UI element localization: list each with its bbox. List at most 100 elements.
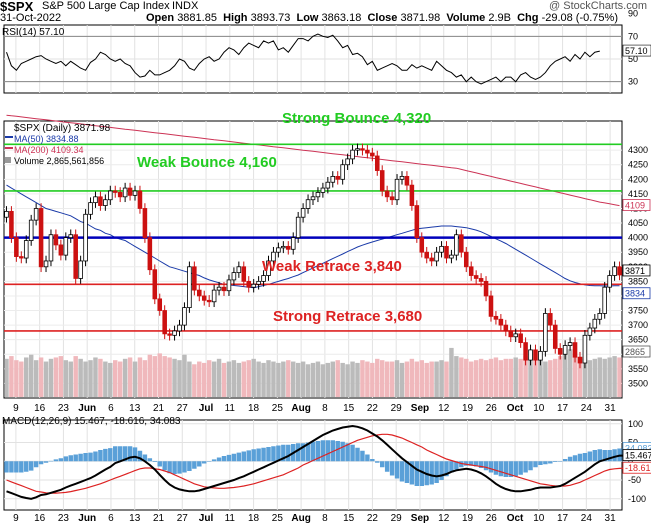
macd-x-tick-label: Oct xyxy=(507,513,524,524)
volume-bar xyxy=(113,360,118,397)
macd-x-tick-label: 22 xyxy=(367,513,379,524)
level-label: Weak Retrace 3,840 xyxy=(262,258,402,275)
candle-body xyxy=(9,210,14,239)
volume-bar xyxy=(226,361,232,397)
candle-body xyxy=(142,208,148,239)
macd-histogram-bar xyxy=(315,441,321,462)
volume-bar xyxy=(488,358,494,397)
candle-body xyxy=(567,342,573,346)
macd-histogram-bar xyxy=(577,453,583,462)
volume-bar xyxy=(58,356,64,397)
macd-histogram-bar xyxy=(345,443,350,462)
candle-body xyxy=(355,148,360,151)
macd-histogram-bar xyxy=(498,461,504,477)
candle-body xyxy=(468,266,474,276)
macd-histogram-bar xyxy=(167,461,172,474)
volume-bar xyxy=(281,361,286,397)
price-right-label: 3871 xyxy=(625,266,645,276)
macd-histogram-bar xyxy=(53,459,59,462)
volume-bar xyxy=(236,362,242,397)
macd-histogram-bar xyxy=(216,457,222,462)
volume-bar xyxy=(399,362,405,397)
volume-bar xyxy=(137,357,143,397)
candle-body xyxy=(587,327,593,336)
macd-right-label: -18.616 xyxy=(625,463,651,473)
macd-histogram-bar xyxy=(602,450,607,462)
volume-bar xyxy=(409,358,415,397)
volume-bar xyxy=(315,361,321,397)
price-x-tick-label: 23 xyxy=(58,403,70,414)
candle-body xyxy=(557,348,563,355)
price-y-tick-label: 3650 xyxy=(628,335,648,345)
candle-body xyxy=(335,175,340,180)
ma200-legend: MA(200) 4109.34 xyxy=(14,145,84,155)
volume-bar xyxy=(513,357,518,397)
quote-open-label: Open xyxy=(146,12,175,24)
macd-histogram-bar xyxy=(83,453,88,462)
candle-body xyxy=(38,208,44,268)
volume-bar xyxy=(379,360,385,397)
macd-histogram-bar xyxy=(355,447,360,462)
macd-histogram-bar xyxy=(468,461,474,466)
price-y-tick-label: 4150 xyxy=(628,189,648,199)
volume-bar xyxy=(335,360,340,397)
volume-bar xyxy=(429,361,434,397)
macd-histogram-bar xyxy=(444,461,449,477)
volume-bar xyxy=(434,361,439,397)
macd-histogram-bar xyxy=(48,460,54,462)
price-x-tick-label: 15 xyxy=(343,403,355,414)
candle-body xyxy=(231,272,237,281)
price-x-tick-label: 16 xyxy=(34,403,46,414)
volume-bar xyxy=(607,357,612,397)
quote-high-label: High xyxy=(223,12,248,24)
candle-body xyxy=(211,289,217,303)
macd-histogram-bar xyxy=(464,461,469,466)
quote-close-value: 3871.98 xyxy=(400,12,441,24)
candle-body xyxy=(4,210,9,218)
volume-bar xyxy=(286,360,291,397)
volume-bar xyxy=(177,360,182,397)
volume-bar xyxy=(108,362,113,397)
macd-x-tick-label: 11 xyxy=(225,513,236,524)
macd-x-tick-label: 29 xyxy=(391,513,403,524)
candle-body xyxy=(429,257,434,262)
macd-histogram-bar xyxy=(325,440,331,462)
volume-bar xyxy=(508,358,513,397)
volume-bar xyxy=(221,362,227,397)
price-legend: $SPX (Daily) 3871.98 xyxy=(14,123,111,134)
volume-bar xyxy=(4,358,9,397)
volume-bar xyxy=(172,358,177,397)
rsi-legend: RSI(14) 57.10 xyxy=(2,27,65,38)
macd-histogram-bar xyxy=(122,446,128,462)
macd-x-tick-label: 21 xyxy=(153,513,165,524)
price-right-box xyxy=(622,345,651,358)
candle-body xyxy=(389,196,395,201)
ma200-legend-swatch xyxy=(5,147,13,149)
ticker-title: $SPX xyxy=(0,0,34,14)
price-panel xyxy=(3,120,623,399)
price-x-tick-label: Oct xyxy=(507,403,524,414)
candle-body xyxy=(439,245,444,253)
candle-body xyxy=(617,266,622,276)
volume-bar xyxy=(167,357,172,397)
candle-body xyxy=(33,208,39,221)
volume-bar xyxy=(567,349,573,397)
macd-histogram-bar xyxy=(63,456,69,462)
volume-bar xyxy=(98,358,103,397)
candle-body xyxy=(325,181,331,189)
candle-body xyxy=(221,286,227,292)
macd-histogram-bar xyxy=(113,446,118,462)
price-y-tick-label: 3700 xyxy=(628,320,648,330)
volume-bar xyxy=(582,358,588,397)
candle-body xyxy=(513,333,518,338)
candle-body xyxy=(43,260,49,268)
volume-bar xyxy=(320,364,326,397)
price-right-box xyxy=(622,264,651,277)
quote-chg-value: -29.08 (-0.75%) xyxy=(541,12,618,24)
quote-bar: Open 3881.85 High 3893.73 Low 3863.18 Cl… xyxy=(146,12,618,24)
volume-bar xyxy=(355,362,360,397)
candle-body xyxy=(276,247,281,253)
macd-histogram-bar xyxy=(439,461,444,480)
macd-x-tick-label: 27 xyxy=(177,513,189,524)
candle-body xyxy=(206,299,212,303)
